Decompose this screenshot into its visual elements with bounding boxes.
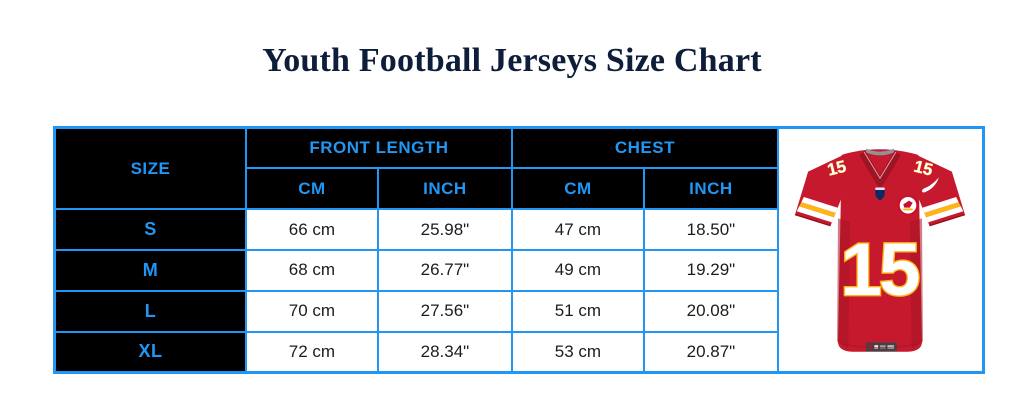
header-size: SIZE	[53, 126, 247, 211]
chest-inch-cell: 20.08"	[642, 289, 779, 333]
jersey-collar	[859, 151, 902, 187]
header-row-units: CM INCH CM INCH	[55, 167, 984, 211]
size-cell: XL	[53, 330, 247, 374]
nike-swoosh-icon	[922, 177, 940, 193]
front-inch-cell: 26.77"	[376, 248, 513, 292]
jersey-right-sleeve	[915, 154, 966, 227]
chest-inch-cell: 19.29"	[642, 248, 779, 292]
front-inch-cell: 25.98"	[376, 208, 513, 251]
chest-cm-cell: 49 cm	[510, 248, 645, 292]
header-chest-inch: INCH	[642, 167, 779, 211]
front-cm-cell: 66 cm	[244, 208, 379, 251]
table-row: XL 72 cm 28.34" 53 cm 20.87"	[53, 330, 984, 374]
header-front-length: FRONT LENGTH	[244, 126, 513, 170]
nfl-shield-icon	[875, 187, 886, 201]
collar-back-strip	[866, 148, 895, 156]
header-front-cm: CM	[244, 167, 379, 211]
chest-inch-cell: 20.87"	[642, 330, 779, 374]
header-front-inch: INCH	[376, 167, 513, 211]
table-row: M 68 cm 26.77" 49 cm 19.29"	[53, 248, 984, 292]
size-cell: L	[53, 289, 247, 333]
header-chest-cm: CM	[510, 167, 645, 211]
front-inch-cell: 28.34"	[376, 330, 513, 374]
chest-inch-cell: 18.50"	[642, 208, 779, 251]
table-row: S 66 cm 25.98" 47 cm 18.50"	[53, 208, 984, 251]
size-cell: S	[53, 208, 247, 251]
size-chart-table: SIZE FRONT LENGTH CHEST	[53, 126, 985, 374]
table-row: L 70 cm 27.56" 51 cm 20.08"	[53, 289, 984, 333]
header-chest: CHEST	[510, 126, 779, 170]
chest-cm-cell: 51 cm	[510, 289, 645, 333]
team-patch-icon	[898, 194, 919, 216]
size-chart: SIZE FRONT LENGTH CHEST	[53, 126, 985, 374]
jersey-left-sleeve	[795, 154, 845, 227]
front-cm-cell: 70 cm	[244, 289, 379, 333]
chest-cm-cell: 53 cm	[510, 330, 645, 374]
jersey-image: 15 15	[776, 126, 985, 374]
header-row-groups: SIZE FRONT LENGTH CHEST	[53, 126, 985, 374]
front-cm-cell: 72 cm	[244, 330, 379, 374]
front-cm-cell: 68 cm	[244, 248, 379, 292]
front-inch-cell: 27.56"	[376, 289, 513, 333]
jersey-shoulder-number-left: 15	[826, 157, 849, 180]
chest-cm-cell: 47 cm	[510, 208, 645, 251]
jersey-shoulder-number-right: 15	[912, 157, 935, 180]
jersey-svg: 15 15	[795, 148, 966, 352]
jersey-number: 15	[841, 227, 920, 311]
page-title: Youth Football Jerseys Size Chart	[262, 42, 762, 79]
size-cell: M	[53, 248, 247, 292]
